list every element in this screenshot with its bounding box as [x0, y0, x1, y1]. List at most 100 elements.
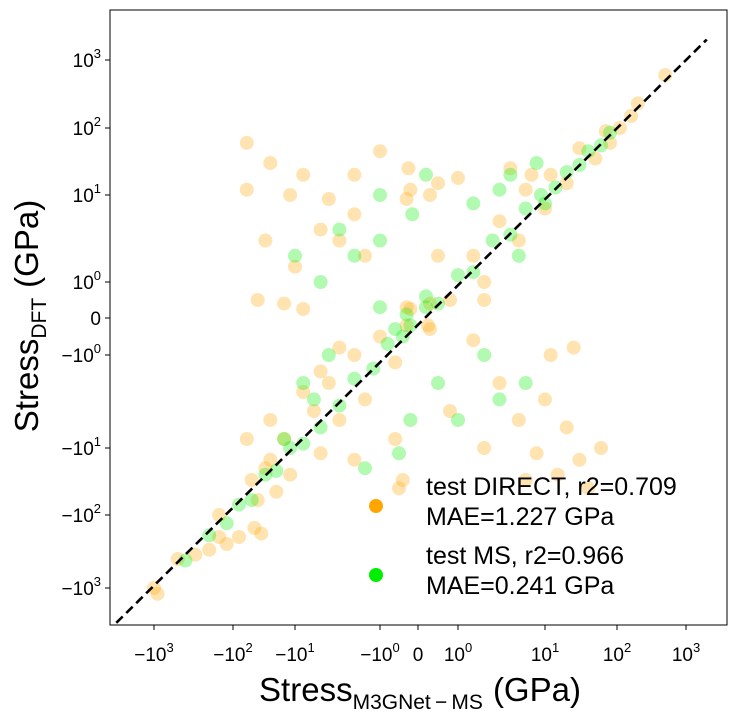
direct-point — [277, 432, 292, 446]
direct-point — [423, 296, 437, 311]
direct-point — [239, 432, 254, 446]
x-tick-label: 103 — [672, 640, 700, 666]
ms-point — [518, 201, 533, 216]
direct-point — [529, 446, 544, 461]
x-axis-label: StressM3GNet − MS (GPa) — [259, 671, 581, 714]
direct-point — [612, 121, 627, 135]
x-tick-label: 102 — [603, 640, 631, 666]
x-tick-label: 100 — [444, 640, 472, 666]
y-tick-label: 100 — [73, 268, 101, 294]
direct-point — [232, 530, 246, 544]
direct-point — [511, 413, 526, 427]
direct-point — [451, 170, 465, 185]
ms-point — [405, 207, 420, 222]
ms-point — [485, 233, 500, 248]
ms-point — [373, 300, 387, 315]
direct-point — [250, 293, 265, 307]
direct-point — [466, 333, 481, 348]
ms-point — [288, 248, 302, 263]
ms-point — [511, 248, 526, 263]
legend-direct-line2: MAE=1.227 GPa — [426, 503, 614, 531]
direct-point — [306, 404, 321, 418]
direct-point — [443, 293, 457, 307]
ms-point — [296, 376, 311, 390]
direct-point — [559, 176, 574, 191]
direct-point — [202, 542, 217, 557]
ms-point — [466, 196, 481, 211]
direct-point — [373, 329, 387, 344]
ms-point — [451, 268, 465, 283]
direct-point — [477, 275, 492, 289]
direct-point — [511, 233, 526, 248]
ms-point — [466, 265, 481, 280]
ms-point — [392, 446, 406, 461]
direct-point — [358, 392, 372, 407]
direct-point — [403, 182, 418, 197]
direct-point — [477, 293, 492, 307]
direct-point — [423, 322, 437, 337]
ms-point — [403, 413, 418, 427]
direct-point — [296, 385, 311, 399]
ms-point — [347, 248, 362, 263]
ms-point — [332, 222, 347, 237]
ms-point — [219, 516, 234, 531]
direct-point — [321, 376, 336, 390]
direct-point — [421, 318, 435, 333]
ms-point — [232, 497, 246, 512]
legend-ms-line1: test MS, r2=0.966 — [426, 542, 624, 570]
y-tick-label: 102 — [73, 114, 101, 140]
direct-point — [559, 420, 574, 435]
direct-point — [332, 233, 347, 248]
direct-point — [332, 413, 347, 427]
direct-point — [630, 96, 645, 111]
scatter-points-layer — [147, 68, 673, 601]
direct-point — [518, 182, 533, 197]
direct-point — [258, 233, 273, 248]
ms-point — [373, 233, 387, 248]
direct-point — [296, 302, 311, 316]
direct-point — [296, 167, 311, 182]
direct-point — [403, 302, 418, 316]
ms-point — [419, 300, 433, 315]
ms-point — [347, 371, 362, 386]
ms-point — [451, 413, 465, 427]
direct-point — [581, 481, 596, 496]
legend: test DIRECT, r2=0.709 MAE=1.227 GPa test… — [369, 473, 677, 600]
x-tick-label: −101 — [275, 640, 314, 666]
direct-point — [543, 167, 558, 182]
y-tick-label: 0 — [90, 309, 101, 330]
direct-point — [332, 340, 347, 355]
direct-point — [150, 586, 165, 601]
ms-point — [492, 392, 507, 407]
direct-point — [392, 481, 406, 496]
direct-point — [572, 141, 587, 156]
direct-point — [399, 300, 414, 315]
direct-point — [388, 432, 403, 446]
y-tick-label: −100 — [62, 341, 101, 367]
direct-point — [288, 259, 302, 274]
y-tick-label: 103 — [73, 46, 101, 72]
direct-point — [188, 547, 203, 562]
direct-point — [503, 161, 518, 176]
direct-point — [566, 340, 581, 355]
direct-point — [518, 473, 533, 487]
direct-point — [373, 144, 387, 159]
direct-point — [247, 520, 262, 535]
y-tick-label: 101 — [73, 181, 101, 207]
direct-point — [263, 156, 278, 170]
direct-point — [170, 552, 185, 566]
x-ticks: −103 −102 −101 −100 0 100 101 102 103 — [134, 625, 700, 666]
direct-point — [431, 176, 445, 191]
ms-point — [419, 167, 433, 182]
y-tick-label: −102 — [62, 501, 101, 527]
direct-point — [388, 355, 403, 370]
direct-point — [431, 248, 445, 263]
y-ticks: 103 102 101 100 0 −100 −101 −102 −103 — [62, 46, 110, 600]
direct-point — [244, 473, 259, 487]
ms-point — [529, 156, 544, 170]
ms-point — [581, 144, 596, 159]
ms-point — [403, 318, 418, 333]
legend-ms-line2: MAE=0.241 GPa — [426, 572, 614, 600]
direct-point — [321, 192, 336, 206]
direct-point — [283, 467, 298, 482]
